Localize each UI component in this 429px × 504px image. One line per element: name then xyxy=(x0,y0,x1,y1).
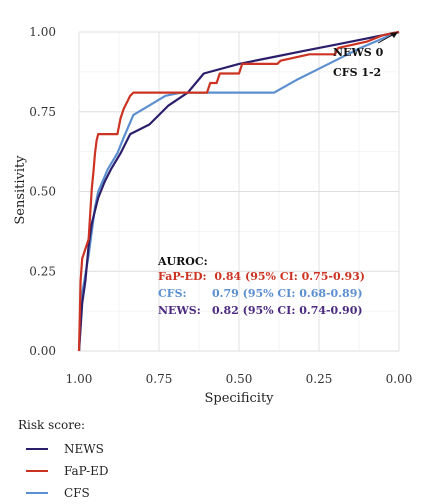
roc-curves xyxy=(77,30,400,352)
y-axis-title: Sensitivity xyxy=(13,155,28,225)
legend-item-news: NEWS xyxy=(18,438,109,460)
legend-title: Risk score: xyxy=(18,418,86,432)
legend-item-cfs: CFS xyxy=(18,482,109,504)
auroc-news-label: NEWS: xyxy=(158,304,201,317)
auroc-cfs-value: 0.79 (95% CI: 0.68-0.89) xyxy=(212,287,363,300)
x-axis-title: Specificity xyxy=(204,391,274,406)
gridlines xyxy=(78,31,400,352)
legend-label-cfs: CFS xyxy=(64,486,90,500)
auroc-title: AUROC: xyxy=(157,255,208,268)
y-tick-label: 0.75 xyxy=(29,105,56,119)
x-tick-label: 1.00 xyxy=(66,372,93,386)
annotation-news-0: NEWS 0 xyxy=(333,46,384,59)
auroc-fap-ed-value: 0.84 (95% CI: 0.75-0.93) xyxy=(214,270,365,283)
roc-line-fap-ed xyxy=(77,30,400,352)
tick-labels: 0.00 0.25 0.50 0.75 1.00 1.00 0.75 0.50 0.25 0.00 xyxy=(29,25,412,386)
legend-swatch-fap-ed xyxy=(26,470,48,472)
roc-chart: 0.000.250.500.751.001.00 0.75 0.50 0.25 0.00… xyxy=(13,25,412,406)
y-tick-label: 0.50 xyxy=(29,185,56,199)
x-tick-label: 0.50 xyxy=(226,372,253,386)
auroc-box: AUROC: FaP-ED: 0.84 (95% CI: 0.75-0.93) … xyxy=(157,255,365,317)
cutoff-annotation: NEWS 0 CFS 1-2 xyxy=(333,32,398,79)
roc-line-news xyxy=(77,30,400,352)
annotation-cfs-1-2: CFS 1-2 xyxy=(333,66,381,79)
x-tick-label: 0.25 xyxy=(306,372,333,386)
auroc-fap-ed: FaP-ED: 0.84 (95% CI: 0.75-0.93) xyxy=(158,270,365,283)
x-tick-label: 0.00 xyxy=(386,372,413,386)
legend-swatch-cfs xyxy=(26,492,48,494)
legend-swatch-news xyxy=(26,448,48,450)
auroc-cfs: CFS: 0.79 (95% CI: 0.68-0.89) xyxy=(158,287,363,300)
y-tick-label: 1.00 xyxy=(29,25,56,39)
auroc-news: NEWS: 0.82 (95% CI: 0.74-0.90) xyxy=(158,304,363,317)
legend-item-fap-ed: FaP-ED xyxy=(18,460,109,482)
auroc-cfs-label: CFS: xyxy=(158,287,187,300)
y-tick-label: 0.25 xyxy=(29,264,56,278)
auroc-news-value: 0.82 (95% CI: 0.74-0.90) xyxy=(212,304,363,317)
y-tick-label: 0.00 xyxy=(29,344,56,358)
legend-label-news: NEWS xyxy=(64,442,104,456)
auroc-fap-ed-label: FaP-ED: xyxy=(158,270,207,283)
legend: Risk score: NEWS FaP-ED CFS xyxy=(18,418,109,504)
legend-label-fap-ed: FaP-ED xyxy=(64,464,109,478)
x-tick-label: 0.75 xyxy=(146,372,173,386)
annotation-arrowhead xyxy=(390,32,398,38)
